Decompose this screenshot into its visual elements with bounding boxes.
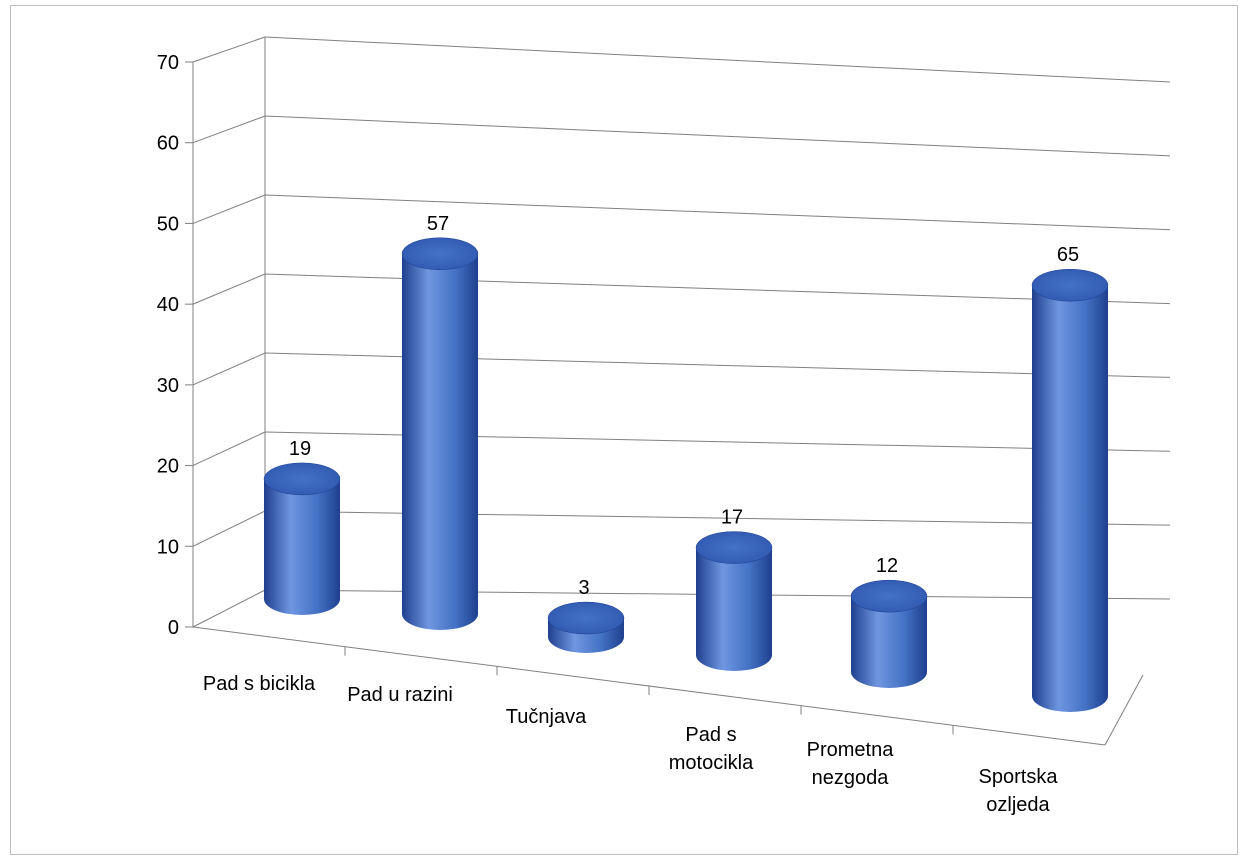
bar	[1031, 268, 1109, 712]
data-label: 3	[578, 577, 589, 599]
bar-top	[695, 531, 773, 564]
gridline-side	[192, 115, 266, 144]
bar-body	[402, 253, 478, 630]
bar	[695, 531, 773, 671]
bar	[263, 462, 341, 615]
axes	[192, 37, 1144, 746]
bar-top	[1031, 268, 1109, 302]
y-tick-label: 0	[168, 617, 179, 639]
data-label: 19	[289, 438, 311, 460]
gridline-side	[192, 194, 266, 224]
floor-right-edge	[1104, 674, 1144, 746]
bar-body	[264, 478, 340, 615]
x-category-label: Pad s bicikla	[203, 673, 316, 695]
y-tick-label: 60	[157, 133, 179, 155]
x-category-label: Tučnjava	[506, 706, 587, 728]
x-category-label: Prometna nezgoda	[807, 739, 895, 789]
data-label: 17	[721, 507, 743, 529]
data-label: 57	[427, 213, 449, 235]
bars	[263, 237, 1109, 712]
gridline-back	[264, 115, 1171, 157]
bar	[547, 601, 625, 653]
y-tick-label: 40	[157, 294, 179, 316]
gridline-side	[192, 36, 266, 63]
x-category-label: Pad s motocikla	[669, 724, 754, 774]
data-label: 65	[1057, 244, 1079, 266]
gridline-side	[192, 273, 266, 305]
bar-body	[696, 547, 772, 671]
y-tick-label: 70	[157, 52, 179, 74]
gridline-side	[192, 589, 266, 628]
bar-top	[547, 601, 625, 635]
y-tick-label: 10	[157, 536, 179, 558]
bar-top	[850, 579, 928, 613]
data-label: 12	[876, 555, 898, 577]
bar	[401, 237, 479, 630]
bar-top	[263, 462, 341, 496]
y-tick-label: 20	[157, 456, 179, 478]
bar-body	[1032, 285, 1108, 712]
gridline-side	[192, 431, 266, 467]
gridline-back	[264, 194, 1171, 231]
x-category-label: Pad u razini	[347, 684, 453, 706]
x-category-label: Sportska ozljeda	[979, 766, 1059, 816]
y-tick-label: 50	[157, 213, 179, 235]
bar-body	[851, 596, 927, 688]
bar	[850, 579, 928, 688]
gridline-side	[192, 352, 266, 386]
gridline-back	[264, 36, 1171, 83]
y-tick-label: 30	[157, 375, 179, 397]
bar-top	[401, 237, 479, 271]
gridline-side	[192, 510, 266, 547]
